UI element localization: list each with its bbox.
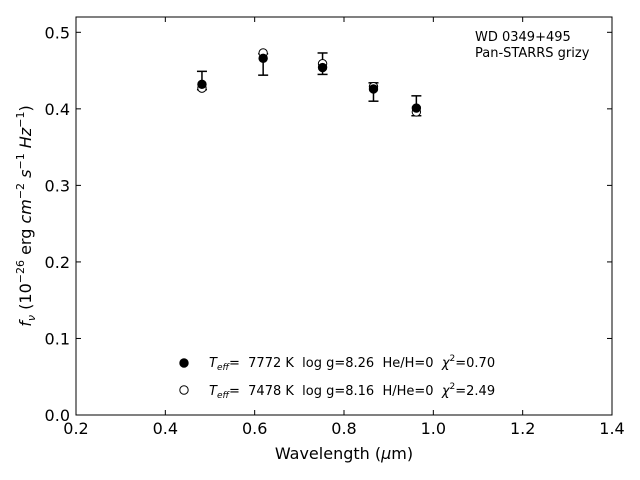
y-tick-label: 0.2 bbox=[45, 253, 70, 272]
marker-filled-point bbox=[317, 62, 328, 73]
y-label-f: f bbox=[16, 319, 35, 327]
marker-filled-point bbox=[411, 103, 422, 113]
x-tick-label: 0.6 bbox=[242, 419, 267, 438]
legend-0-chi-val: =0.70 bbox=[455, 356, 495, 371]
legend-marker-open bbox=[179, 385, 189, 395]
legend-1-chi-exp: 2 bbox=[450, 382, 456, 392]
legend-1-chi: χ bbox=[441, 384, 451, 399]
y-label-exp3: −1 bbox=[14, 153, 27, 169]
x-tick-label: 0.8 bbox=[331, 419, 356, 438]
legend-1-chi-val: =2.49 bbox=[455, 384, 495, 399]
legend-1-rest: = 7478 K log g=8.16 H/He=0 bbox=[229, 384, 442, 399]
legend-entry-1: Teff= 7478 K log g=8.16 H/He=0 χ2=2.49 bbox=[209, 382, 495, 401]
legend-0-chi: χ bbox=[441, 356, 451, 371]
annotation-object: WD 0349+495 bbox=[475, 30, 571, 45]
y-tick-label: 0.5 bbox=[45, 23, 70, 42]
legend-0-eff: eff bbox=[217, 363, 231, 373]
y-label-close: ) bbox=[16, 105, 35, 111]
marker-filled-point bbox=[197, 79, 207, 90]
y-label-s: s bbox=[16, 170, 35, 178]
legend: Teff= 7772 K log g=8.26 He/H=0 χ2=0.70 T… bbox=[179, 354, 495, 401]
legend-0-T: T bbox=[209, 356, 218, 371]
x-tick-label: 1.4 bbox=[599, 419, 624, 438]
x-axis-label-main: Wavelength ( bbox=[275, 444, 381, 463]
x-tick-label: 1.2 bbox=[510, 419, 535, 438]
legend-entry-0: Teff= 7772 K log g=8.26 He/H=0 χ2=0.70 bbox=[209, 354, 495, 373]
x-tick-label: 0.2 bbox=[63, 419, 88, 438]
x-axis-ticks: 0.2 0.4 0.6 0.8 1.0 1.2 1.4 bbox=[63, 17, 625, 438]
y-label-a: (10 bbox=[16, 283, 35, 315]
marker-filled-point bbox=[258, 53, 268, 64]
model-markers bbox=[197, 48, 422, 117]
y-axis-ticks: 0.0 0.1 0.2 0.3 0.4 0.5 bbox=[45, 23, 612, 425]
observed-errorbars bbox=[196, 52, 422, 117]
y-label-exp4: −1 bbox=[14, 112, 27, 128]
y-label-exp2: −2 bbox=[14, 183, 27, 199]
annotation-survey: Pan-STARRS grizy bbox=[475, 46, 590, 61]
y-label-cm: cm bbox=[16, 199, 35, 223]
y-tick-label: 0.4 bbox=[45, 100, 70, 119]
y-tick-label: 0.3 bbox=[45, 176, 70, 195]
x-axis-label-tail: m) bbox=[391, 444, 413, 463]
y-label-exp1: −26 bbox=[14, 260, 27, 283]
x-axis-label: Wavelength (μm) bbox=[275, 444, 413, 463]
legend-1-T: T bbox=[209, 384, 218, 399]
legend-1-eff: eff bbox=[217, 391, 231, 401]
y-label-nu: ν bbox=[25, 315, 38, 321]
y-label-b: erg bbox=[16, 224, 35, 260]
marker-filled-point bbox=[368, 84, 379, 94]
x-axis-label-mu: μ bbox=[380, 444, 391, 463]
legend-0-chi-exp: 2 bbox=[450, 354, 456, 364]
legend-0-rest: = 7772 K log g=8.26 He/H=0 bbox=[229, 356, 442, 371]
x-tick-label: 1.0 bbox=[421, 419, 446, 438]
y-tick-label: 0.1 bbox=[45, 329, 70, 348]
y-axis-label: fν (10−26 erg cm−2 s−1 Hz−1) bbox=[14, 105, 38, 326]
y-label-hz: Hz bbox=[16, 127, 35, 148]
y-tick-label: 0.0 bbox=[45, 406, 70, 425]
x-tick-label: 0.4 bbox=[153, 419, 178, 438]
legend-marker-filled bbox=[179, 358, 189, 368]
